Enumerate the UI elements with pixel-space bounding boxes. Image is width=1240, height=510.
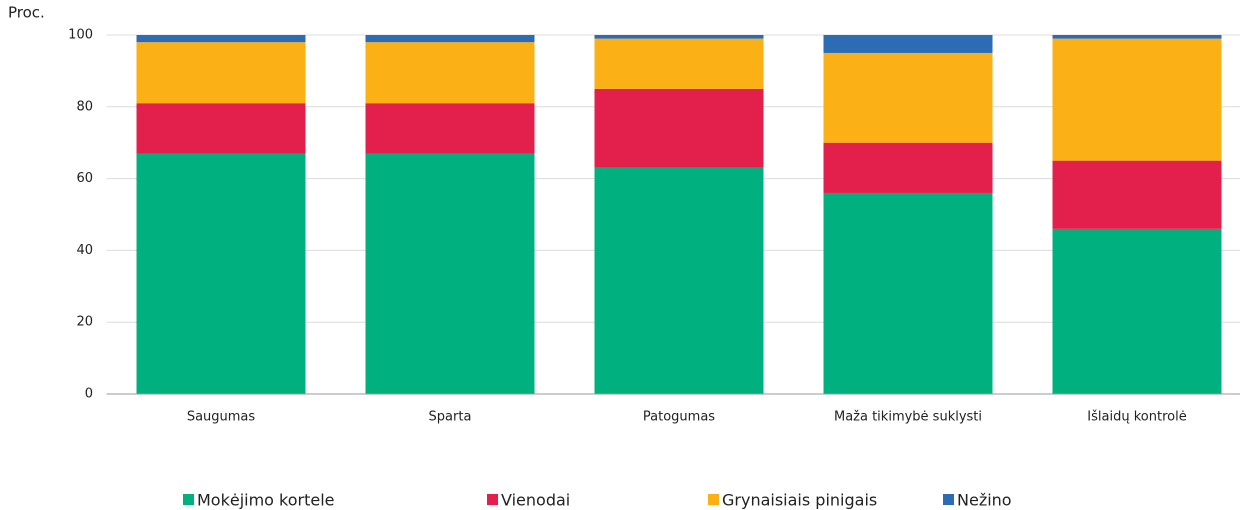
bar-segment bbox=[823, 52, 993, 143]
bar-segment bbox=[365, 35, 535, 43]
bar-segment bbox=[1052, 160, 1222, 229]
x-tick-label: Maža tikimybė suklysti bbox=[834, 410, 982, 425]
x-tick-label: Patogumas bbox=[643, 410, 715, 425]
y-axis-label: Proc. bbox=[8, 4, 45, 22]
bar-segment bbox=[365, 42, 535, 104]
bar-segment bbox=[136, 153, 306, 394]
y-tick-label: 60 bbox=[76, 171, 93, 186]
bar-segment bbox=[365, 103, 535, 154]
x-tick-label: Saugumas bbox=[187, 410, 256, 425]
legend-swatch bbox=[183, 494, 194, 505]
bar-segment bbox=[823, 142, 993, 193]
legend-label: Vienodai bbox=[501, 491, 570, 510]
bar-segment bbox=[823, 192, 993, 394]
bar-segment bbox=[594, 88, 764, 168]
y-tick-label: 0 bbox=[85, 387, 93, 402]
bar-segment bbox=[136, 42, 306, 104]
bar-segment bbox=[1052, 228, 1222, 394]
bar-segment bbox=[594, 38, 764, 89]
bar-segment bbox=[594, 35, 764, 39]
bar-segment bbox=[823, 35, 993, 53]
y-tick-label: 20 bbox=[76, 315, 93, 330]
legend-swatch bbox=[943, 494, 954, 505]
legend-label: Grynaisiais pinigais bbox=[722, 491, 877, 510]
legend-swatch bbox=[487, 494, 498, 505]
bar-segment bbox=[1052, 35, 1222, 39]
y-tick-label: 40 bbox=[76, 243, 93, 258]
bar-segment bbox=[1052, 38, 1222, 161]
legend-label: Nežino bbox=[957, 491, 1012, 510]
y-tick-label: 80 bbox=[76, 99, 93, 114]
y-tick-label: 100 bbox=[68, 28, 93, 43]
x-tick-label: Išlaidų kontrolė bbox=[1087, 410, 1186, 425]
legend-label: Mokėjimo kortele bbox=[197, 491, 335, 510]
x-tick-label: Sparta bbox=[429, 410, 472, 425]
legend-swatch bbox=[708, 494, 719, 505]
bar-segment bbox=[594, 167, 764, 394]
bar-segment bbox=[136, 35, 306, 43]
bar-segment bbox=[365, 153, 535, 394]
bar-segment bbox=[136, 103, 306, 154]
